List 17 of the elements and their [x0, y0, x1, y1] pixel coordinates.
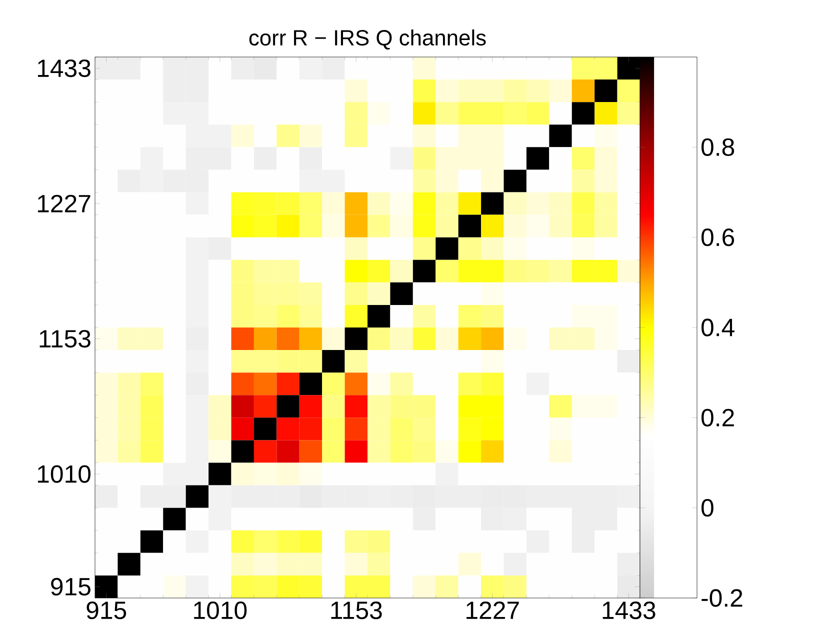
- y-tick-label: 1153: [40, 330, 90, 348]
- x-tick-label: 915: [86, 602, 126, 620]
- x-tick-label: 1153: [331, 602, 382, 620]
- y-tick-label: 1433: [38, 59, 90, 78]
- x-tick-label: 1010: [194, 602, 247, 620]
- y-tick-label: 1227: [38, 194, 90, 212]
- color-bar-label: 0.8: [701, 138, 734, 156]
- x-tick-label: 1227: [466, 602, 519, 619]
- color-bar-label: 0: [701, 499, 714, 517]
- x-tick-label: 1433: [602, 602, 656, 620]
- y-tick-label: 915: [51, 578, 90, 596]
- color-bar-label: 0.2: [701, 408, 734, 426]
- chart-title: corr R − IRS Q channels: [249, 29, 486, 50]
- color-bar-label: 0.4: [701, 318, 734, 336]
- color-bar-label: 0.6: [701, 228, 734, 246]
- y-tick-label: 1010: [38, 465, 90, 483]
- color-bar-label: -0.2: [702, 589, 742, 607]
